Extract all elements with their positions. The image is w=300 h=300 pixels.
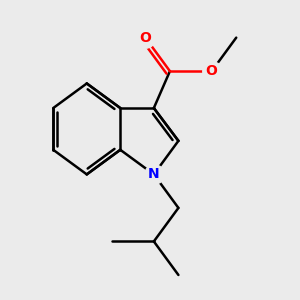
Text: N: N bbox=[148, 167, 160, 182]
Text: O: O bbox=[140, 31, 151, 45]
Text: O: O bbox=[206, 64, 218, 78]
